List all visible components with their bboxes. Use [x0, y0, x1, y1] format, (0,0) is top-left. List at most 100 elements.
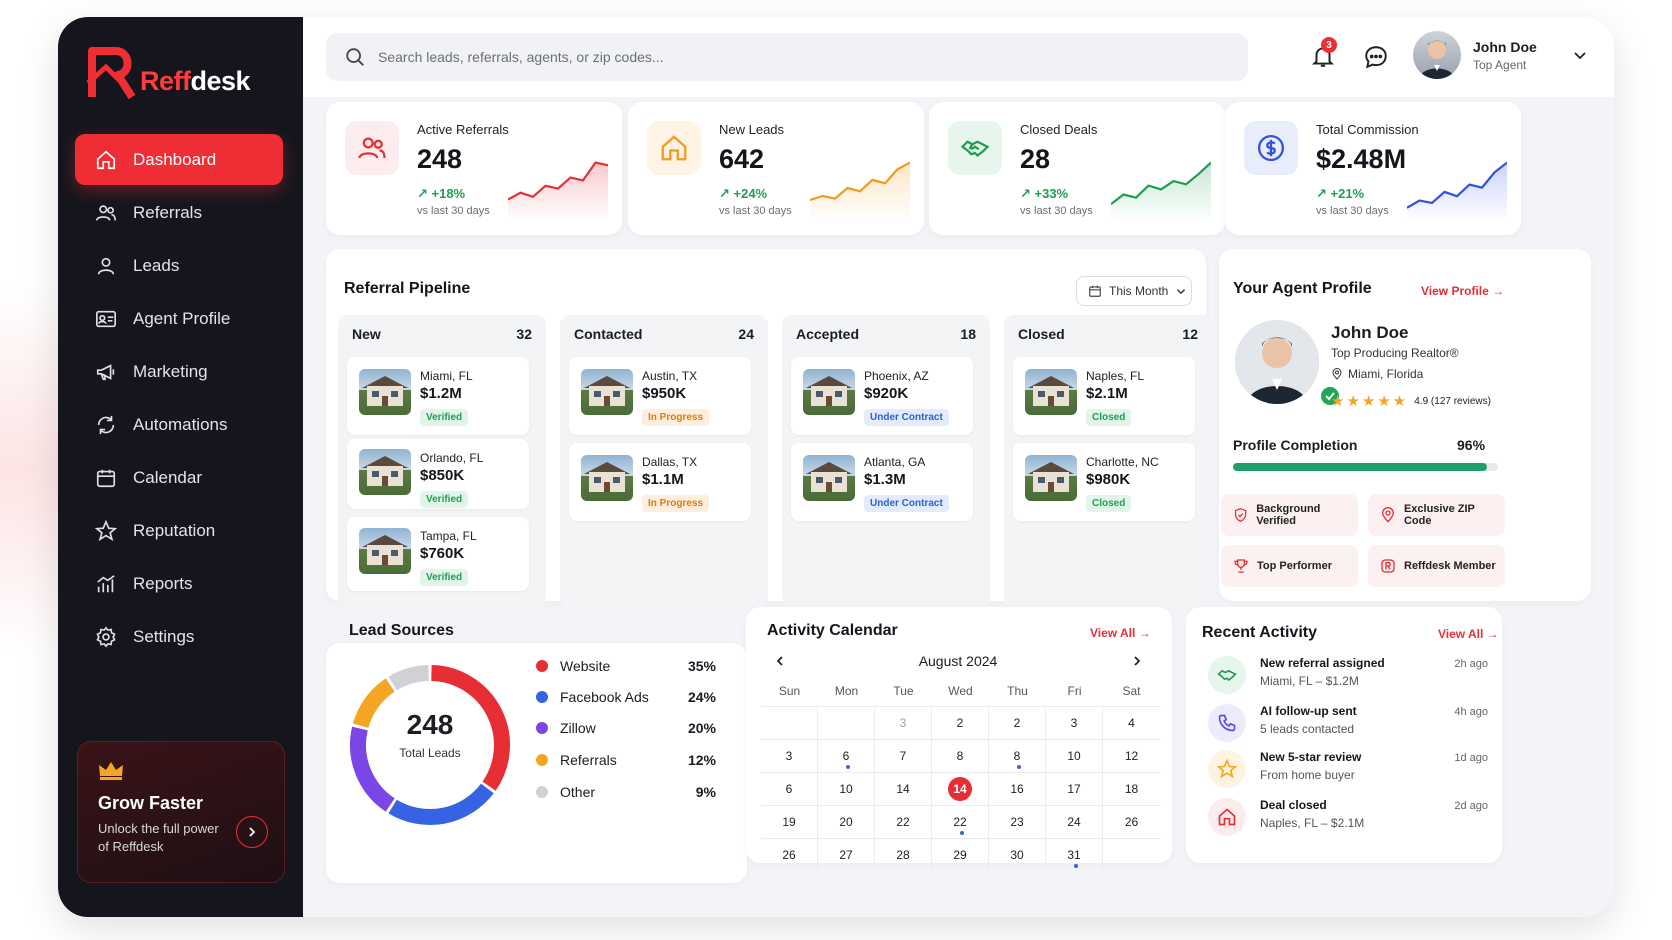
- referral-card[interactable]: Orlando, FL $850K Verified: [347, 439, 529, 509]
- promo-arrow-button[interactable]: [236, 816, 268, 848]
- sidebar-item-automations[interactable]: Automations: [75, 399, 283, 450]
- user-menu[interactable]: John Doe Top Agent: [1413, 31, 1587, 79]
- calendar-day-cell[interactable]: 6: [818, 740, 875, 772]
- calendar-day-cell[interactable]: 4: [1103, 707, 1160, 739]
- activity-view-all-link[interactable]: View All →: [1438, 627, 1499, 641]
- activity-item[interactable]: New referral assigned Miami, FL – $1.2M …: [1208, 654, 1488, 700]
- chat-icon[interactable]: [1363, 44, 1389, 70]
- calendar-day-cell[interactable]: 8: [989, 740, 1046, 772]
- calendar-day-cell[interactable]: [1103, 839, 1160, 871]
- calendar-day-cell[interactable]: 19: [761, 806, 818, 838]
- activity-title-text: New 5-star review: [1260, 750, 1362, 764]
- calendar-day-cell[interactable]: 30: [989, 839, 1046, 871]
- badge-background-verified[interactable]: Background Verified: [1221, 494, 1358, 536]
- referral-card[interactable]: Austin, TX $950K In Progress: [569, 357, 751, 435]
- calendar-day-cell[interactable]: 26: [761, 839, 818, 871]
- calendar-day-cell[interactable]: [818, 707, 875, 739]
- donut-slice-website[interactable]: [431, 665, 510, 791]
- referral-card[interactable]: Charlotte, NC $980K Closed: [1013, 443, 1195, 521]
- calendar-day-number: 27: [839, 848, 853, 862]
- referral-card[interactable]: Dallas, TX $1.1M In Progress: [569, 443, 751, 521]
- chevron-left-icon[interactable]: [774, 655, 786, 667]
- activity-item[interactable]: AI follow-up sent 5 leads contacted 4h a…: [1208, 702, 1488, 748]
- sidebar-item-dashboard[interactable]: Dashboard: [75, 134, 283, 185]
- status-badge: Verified: [420, 491, 469, 508]
- stat-card-active-referrals[interactable]: Active Referrals 248 ↗ +18% vs last 30 d…: [326, 102, 622, 235]
- calendar-day-cell[interactable]: 2: [932, 707, 989, 739]
- upgrade-promo-card[interactable]: Grow Faster Unlock the full power of Ref…: [77, 741, 285, 883]
- calendar-day-cell[interactable]: [761, 707, 818, 739]
- sidebar-item-agent-profile[interactable]: Agent Profile: [75, 293, 283, 344]
- calendar-day-cell[interactable]: 26: [1103, 806, 1160, 838]
- activity-time: 1d ago: [1454, 752, 1488, 764]
- period-filter-dropdown[interactable]: This Month: [1076, 276, 1192, 306]
- chevron-right-icon[interactable]: [1131, 655, 1143, 667]
- calendar-day-cell[interactable]: 10: [818, 773, 875, 805]
- donut-slice-referrals[interactable]: [352, 678, 395, 729]
- referral-card[interactable]: Atlanta, GA $1.3M Under Contract: [791, 443, 973, 521]
- sidebar-item-referrals[interactable]: Referrals: [75, 187, 283, 238]
- stat-card-closed-deals[interactable]: Closed Deals 28 ↗ +33% vs last 30 days: [929, 102, 1225, 235]
- referral-card[interactable]: Phoenix, AZ $920K Under Contract: [791, 357, 973, 435]
- calendar-day-cell[interactable]: 29: [932, 839, 989, 871]
- calendar-day-cell[interactable]: 7: [875, 740, 932, 772]
- sidebar-item-settings[interactable]: Settings: [75, 611, 283, 662]
- sidebar-item-leads[interactable]: Leads: [75, 240, 283, 291]
- search-icon: [346, 48, 364, 66]
- calendar-day-cell[interactable]: 22: [932, 806, 989, 838]
- sidebar-item-reports[interactable]: Reports: [75, 558, 283, 609]
- notification-count-badge: 3: [1321, 37, 1337, 53]
- brand-logo[interactable]: Reffdesk: [86, 43, 251, 101]
- calendar-day-cell[interactable]: 31: [1046, 839, 1103, 871]
- status-badge: Under Contract: [864, 495, 949, 512]
- calendar-day-cell[interactable]: 28: [875, 839, 932, 871]
- calendar-day-cell[interactable]: 17: [1046, 773, 1103, 805]
- calendar-day-cell[interactable]: 20: [818, 806, 875, 838]
- calendar-day-cell[interactable]: 2: [989, 707, 1046, 739]
- property-thumbnail: [1025, 455, 1077, 501]
- sidebar-item-reputation[interactable]: Reputation: [75, 505, 283, 556]
- referral-card[interactable]: Tampa, FL $760K Verified: [347, 517, 529, 591]
- calendar-day-cell[interactable]: 10: [1046, 740, 1103, 772]
- donut-slice-facebook-ads[interactable]: [388, 783, 494, 825]
- calendar-day-cell[interactable]: 24: [1046, 806, 1103, 838]
- badge-top-performer[interactable]: Top Performer: [1221, 545, 1358, 587]
- calendar-day-cell[interactable]: 3: [761, 740, 818, 772]
- sidebar-item-calendar[interactable]: Calendar: [75, 452, 283, 503]
- weekday-label: Sat: [1122, 684, 1141, 698]
- stat-period: vs last 30 days: [719, 205, 792, 217]
- weekday-label: Mon: [834, 684, 859, 698]
- calendar-day-cell[interactable]: 3: [1046, 707, 1103, 739]
- calendar-day-cell[interactable]: 12: [1103, 740, 1160, 772]
- calendar-day-cell[interactable]: 23: [989, 806, 1046, 838]
- sidebar-item-marketing[interactable]: Marketing: [75, 346, 283, 397]
- calendar-day-cell[interactable]: 14: [875, 773, 932, 805]
- calendar-day-cell[interactable]: 22: [875, 806, 932, 838]
- calendar-day-cell[interactable]: 6: [761, 773, 818, 805]
- calendar-day-cell[interactable]: 16: [989, 773, 1046, 805]
- badge-reffdesk-member[interactable]: Reffdesk Member: [1368, 545, 1505, 587]
- referral-card[interactable]: Miami, FL $1.2M Verified: [347, 357, 529, 435]
- pipeline-column-closed: Closed 12 Naples, FL $2.1M Closed Charlot…: [1004, 315, 1212, 607]
- search-bar[interactable]: [326, 33, 1248, 81]
- chevron-down-icon[interactable]: [1573, 48, 1587, 62]
- calendar-day-cell[interactable]: 3: [875, 707, 932, 739]
- donut-slice-other[interactable]: [388, 665, 430, 691]
- user-info: John Doe Top Agent: [1461, 39, 1537, 72]
- calendar-day-cell[interactable]: 8: [932, 740, 989, 772]
- activity-item[interactable]: New 5-star review From home buyer 1d ago: [1208, 748, 1488, 794]
- activity-item[interactable]: Deal closed Naples, FL – $2.1M 2d ago: [1208, 796, 1488, 842]
- stat-card-new-leads[interactable]: New Leads 642 ↗ +24% vs last 30 days: [628, 102, 924, 235]
- stat-card-total-commission[interactable]: Total Commission $2.48M ↗ +21% vs last 3…: [1225, 102, 1521, 235]
- calendar-day-cell[interactable]: 14: [932, 773, 989, 805]
- sparkline-chart: [1111, 161, 1211, 222]
- badge-exclusive-zip[interactable]: Exclusive ZIP Code: [1368, 494, 1505, 536]
- users-icon: [358, 137, 386, 159]
- calendar-day-cell[interactable]: 18: [1103, 773, 1160, 805]
- donut-slice-zillow[interactable]: [350, 726, 395, 812]
- calendar-day-cell[interactable]: 27: [818, 839, 875, 871]
- view-profile-link[interactable]: View Profile →: [1421, 284, 1505, 298]
- calendar-view-all-link[interactable]: View All →: [1090, 626, 1151, 640]
- referral-card[interactable]: Naples, FL $2.1M Closed: [1013, 357, 1195, 435]
- search-input[interactable]: [378, 49, 1178, 65]
